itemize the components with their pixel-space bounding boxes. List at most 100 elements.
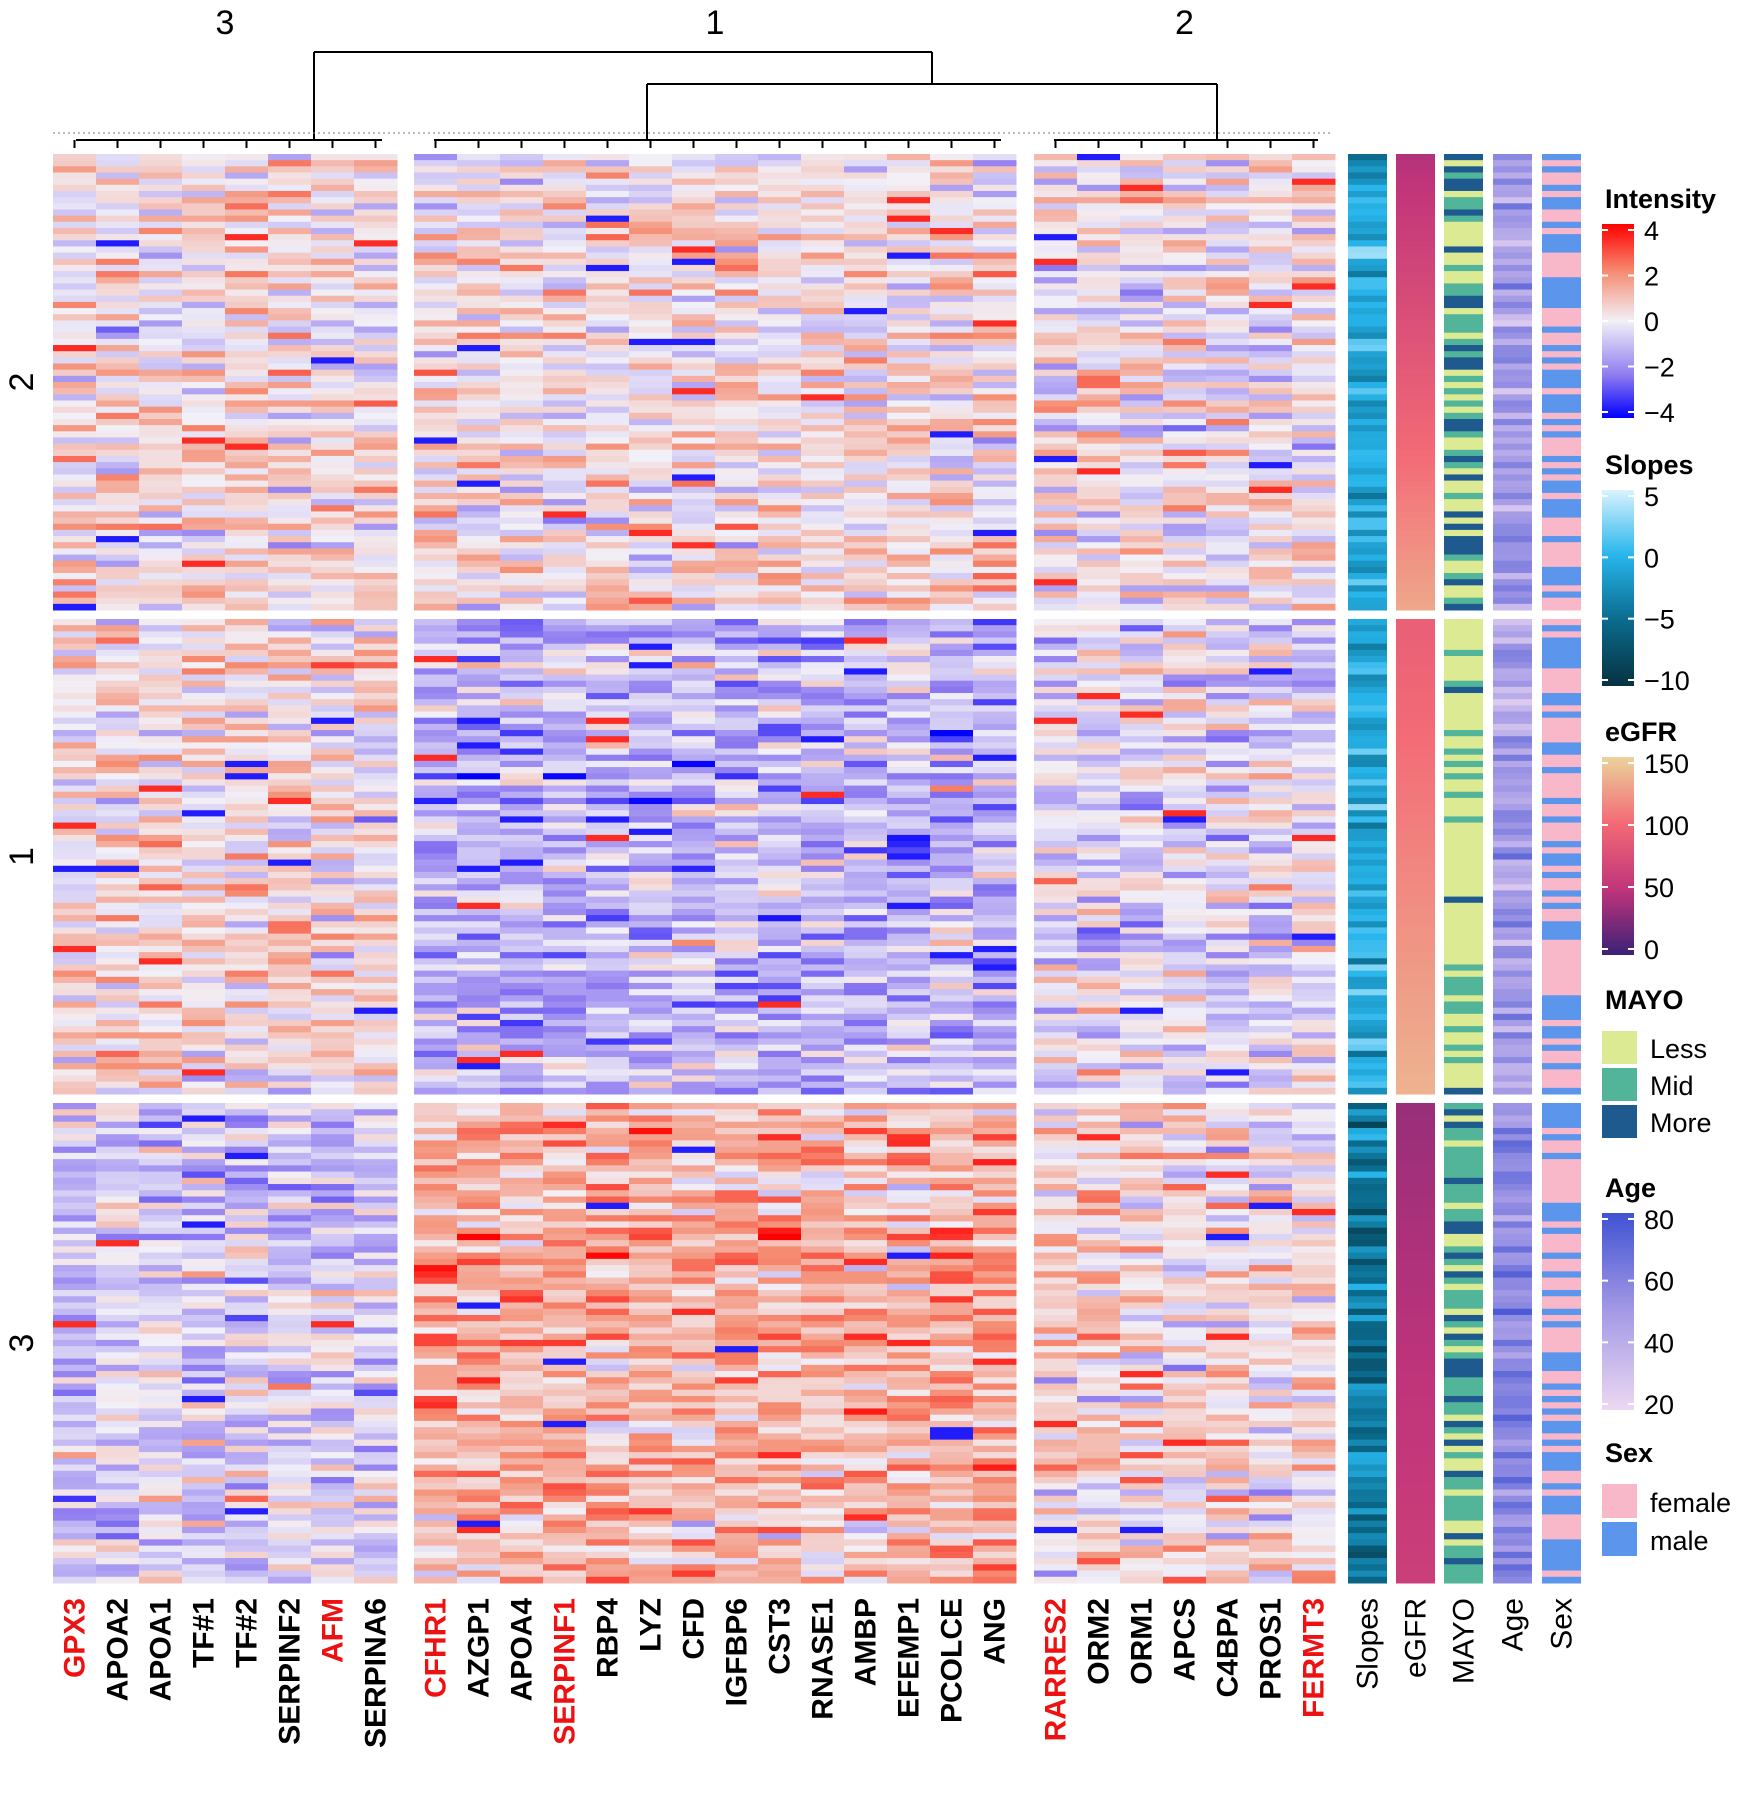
heatmap-cell	[543, 406, 587, 414]
heatmap-cell	[973, 995, 1017, 1002]
heatmap-cell	[629, 271, 673, 278]
heatmap-cell	[715, 1202, 759, 1210]
heatmap-cell	[801, 1433, 845, 1441]
heatmap-cell	[457, 400, 501, 408]
heatmap-cell	[801, 1109, 845, 1116]
heatmap-cell	[457, 995, 501, 1002]
heatmap-cell	[629, 952, 673, 959]
heatmap-cell	[268, 964, 312, 972]
heatmap-cell	[414, 890, 458, 898]
heatmap-cell	[53, 585, 97, 593]
heatmap-cell	[457, 314, 501, 321]
heatmap-cell	[457, 1019, 501, 1027]
heatmap-cell	[268, 209, 312, 217]
heatmap-cell	[182, 1570, 226, 1578]
heatmap-cell	[758, 1333, 802, 1341]
heatmap-cell	[182, 1032, 226, 1039]
heatmap-cell	[457, 989, 501, 996]
heatmap-cell	[973, 579, 1017, 586]
heatmap-cell	[844, 234, 888, 241]
heatmap-cell	[586, 890, 630, 898]
heatmap-cell	[139, 1495, 183, 1503]
heatmap-cell	[801, 548, 845, 556]
heatmap-cell	[844, 443, 888, 451]
heatmap-cell	[758, 566, 802, 574]
heatmap-cell	[715, 468, 759, 475]
heatmap-cell	[182, 1420, 226, 1428]
heatmap-cell	[268, 246, 312, 254]
heatmap-cell	[354, 1501, 398, 1509]
heatmap-cell	[457, 945, 501, 953]
heatmap-cell	[53, 511, 97, 519]
heatmap-cell	[715, 227, 759, 235]
heatmap-cell	[758, 1190, 802, 1197]
heatmap-cell	[758, 1377, 802, 1385]
heatmap-cell	[311, 1383, 355, 1391]
heatmap-cell	[887, 939, 931, 947]
heatmap-cell	[457, 154, 501, 161]
heatmap-cell	[844, 680, 888, 688]
heatmap-cell	[225, 976, 269, 984]
heatmap-cell	[586, 1196, 630, 1204]
heatmap-cell	[973, 1520, 1017, 1528]
heatmap-cell	[500, 382, 544, 389]
heatmap-cell	[457, 1402, 501, 1409]
heatmap-cell	[414, 406, 458, 414]
heatmap-cell	[586, 591, 630, 599]
heatmap-cell	[672, 1346, 716, 1353]
heatmap-cell	[801, 1140, 845, 1148]
heatmap-cell	[973, 221, 1017, 229]
heatmap-cell	[225, 865, 269, 873]
heatmap-cell	[457, 603, 501, 611]
heatmap-cell	[844, 1001, 888, 1009]
heatmap-cell	[139, 1233, 183, 1241]
heatmap-cell	[672, 711, 716, 719]
heatmap-cell	[182, 1445, 226, 1453]
heatmap-cell	[53, 412, 97, 420]
heatmap-cell	[414, 1277, 458, 1285]
heatmap-cell	[268, 511, 312, 519]
heatmap-cell	[182, 1007, 226, 1015]
heatmap-cell	[354, 1115, 398, 1123]
heatmap-cell	[586, 1420, 630, 1428]
heatmap-cell	[887, 1069, 931, 1076]
heatmap-cell	[182, 357, 226, 365]
heatmap-cell	[139, 197, 183, 204]
heatmap-cell	[844, 209, 888, 217]
heatmap-cell	[844, 449, 888, 457]
heatmap-cell	[844, 625, 888, 632]
heatmap-cell	[973, 1533, 1017, 1540]
heatmap-cell	[96, 1127, 140, 1135]
heatmap-cell	[414, 1495, 458, 1503]
heatmap-cell	[801, 1551, 845, 1559]
heatmap-cell	[414, 1389, 458, 1397]
heatmap-cell	[311, 1159, 355, 1166]
heatmap-cell	[96, 289, 140, 297]
heatmap-cell	[930, 1452, 974, 1459]
heatmap-cell	[758, 1533, 802, 1540]
heatmap-cell	[758, 258, 802, 266]
heatmap-cell	[500, 579, 544, 586]
heatmap-cell	[672, 1001, 716, 1009]
heatmap-cell	[96, 382, 140, 389]
heatmap-cell	[139, 388, 183, 395]
heatmap-cell	[887, 523, 931, 531]
heatmap-cell	[268, 1408, 312, 1416]
heatmap-cell	[844, 1075, 888, 1083]
heatmap-cell	[225, 828, 269, 836]
heatmap-cell	[311, 573, 355, 580]
heatmap-cell	[53, 908, 97, 916]
heatmap-cell	[801, 375, 845, 383]
heatmap-cell	[225, 1302, 269, 1310]
heatmap-cell	[457, 363, 501, 371]
heatmap-cell	[586, 1252, 630, 1260]
heatmap-cell	[629, 828, 673, 836]
heatmap-cell	[672, 643, 716, 651]
heatmap-cell	[225, 1308, 269, 1316]
heatmap-cell	[500, 631, 544, 639]
heatmap-cell	[672, 492, 716, 500]
heatmap-cell	[139, 699, 183, 706]
heatmap-cell	[414, 566, 458, 574]
heatmap-cell	[586, 779, 630, 787]
heatmap-cell	[758, 754, 802, 762]
